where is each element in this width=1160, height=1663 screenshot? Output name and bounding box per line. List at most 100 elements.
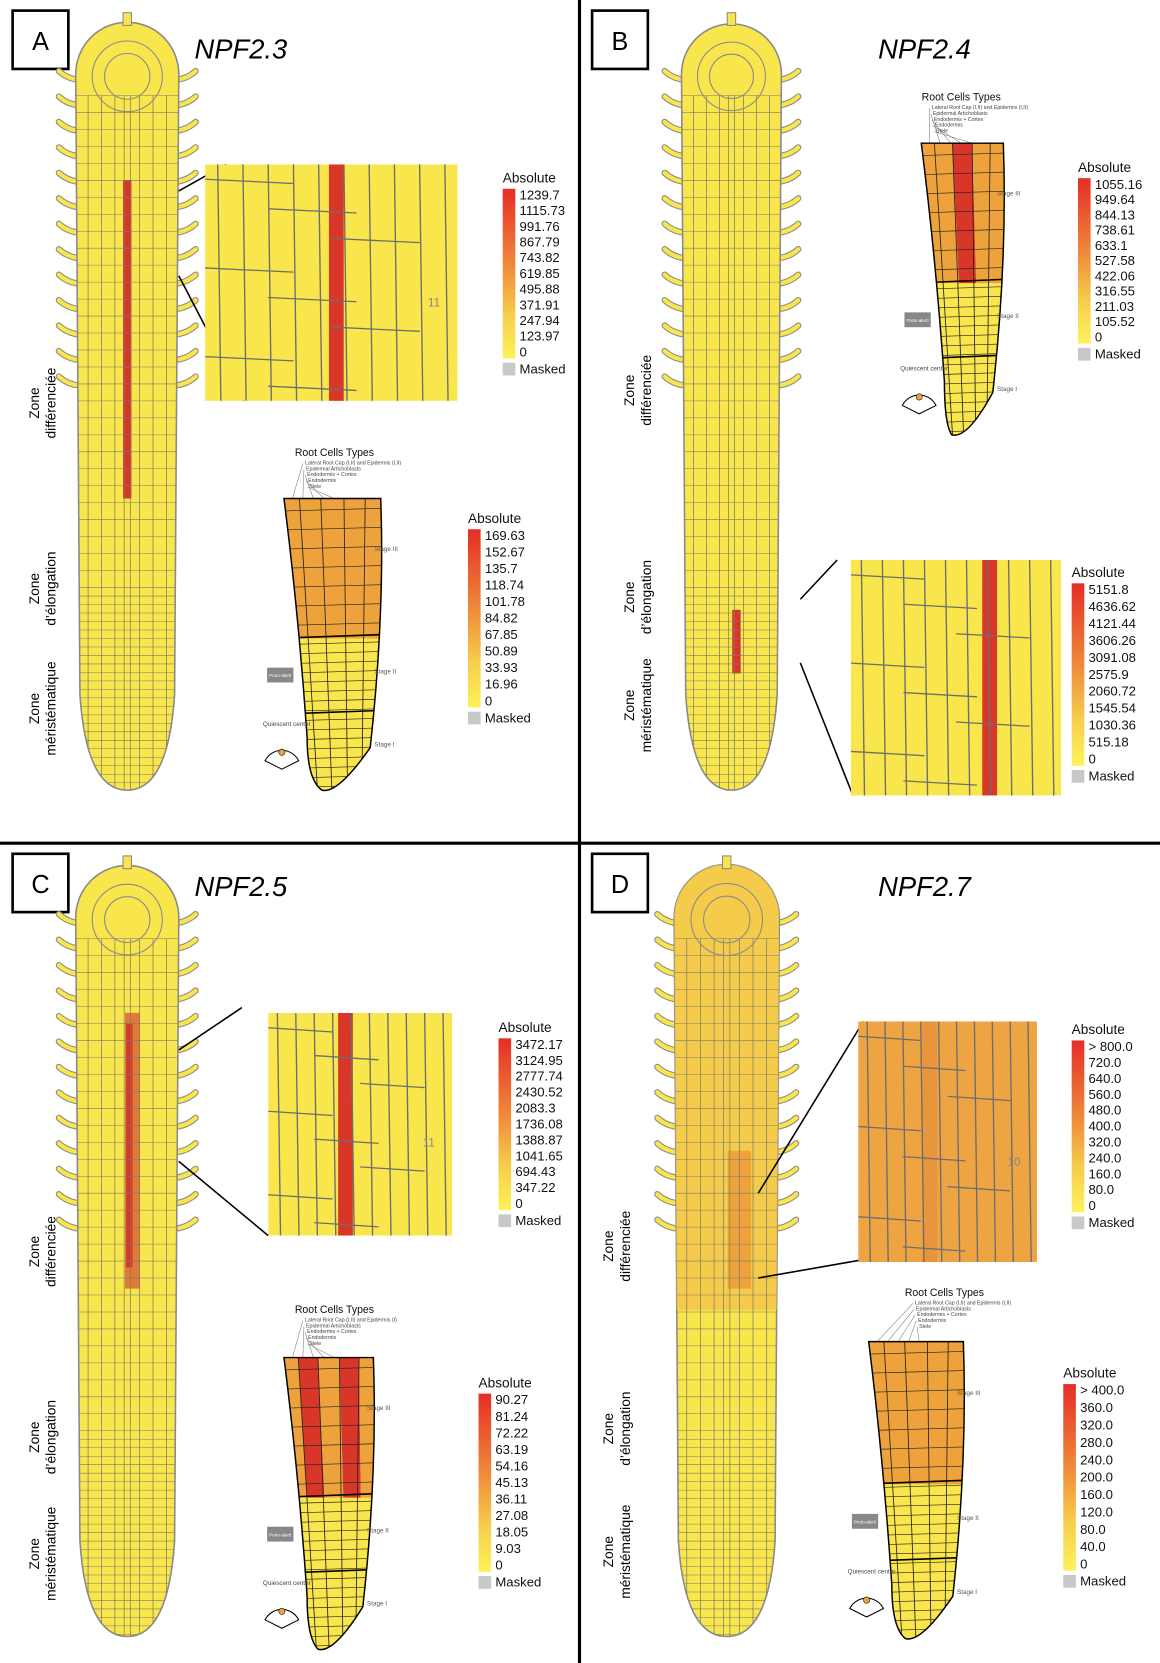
root-hair — [777, 1064, 799, 1078]
root-hair — [56, 247, 78, 260]
diagram-outline — [283, 497, 383, 792]
cell-wall — [868, 1350, 965, 1355]
cell-type-label: Lateral Root Cap (I,II) and Epidermis (I… — [305, 461, 401, 467]
masked-swatch — [1071, 769, 1085, 783]
legend-label: 63.19 — [495, 1442, 528, 1457]
root-hair — [56, 374, 78, 388]
root-hair — [56, 221, 78, 235]
root-cap — [91, 883, 163, 956]
root-hair — [779, 221, 801, 235]
stage-region — [317, 1357, 344, 1498]
zoom-wall — [295, 1012, 300, 1236]
legend-title: Absolute — [1078, 160, 1132, 175]
legend-label: 27.08 — [495, 1508, 528, 1523]
proto-box — [267, 1526, 294, 1542]
root-hair — [777, 937, 799, 951]
zoom-wall — [902, 1021, 907, 1263]
root-hair — [779, 170, 801, 184]
zoom-wall — [368, 1012, 374, 1236]
cell-wall — [317, 1357, 330, 1650]
panel-letter-box — [11, 852, 70, 914]
root-hair — [56, 170, 78, 184]
zoom-wall — [217, 164, 222, 401]
root-hair — [176, 374, 198, 388]
cell-wall — [343, 498, 348, 791]
zoom-wall — [850, 574, 925, 580]
proto-label: Proto-alert! — [269, 1532, 291, 1537]
root-hair — [56, 119, 78, 133]
cell-wall — [283, 564, 382, 569]
root-hair — [176, 94, 198, 108]
panel-letter-box — [11, 9, 70, 71]
root-hair — [655, 963, 677, 976]
proto-label: Proto-alert! — [269, 673, 291, 678]
cell-type-label: Stele — [309, 1341, 321, 1347]
cell-type-leader — [908, 1320, 917, 1342]
expression-stripe — [126, 1023, 133, 1268]
zoom-wall — [973, 1021, 979, 1263]
legend-label: 738.61 — [1095, 223, 1135, 238]
legend-label: 33.93 — [485, 660, 518, 675]
stage-label: Stage II — [374, 668, 396, 675]
cell-type-leader — [930, 113, 941, 144]
zone-label: Zone — [27, 573, 42, 605]
zoom-wall — [267, 164, 273, 401]
qc-icon — [264, 749, 300, 770]
zoom-wall — [858, 1216, 921, 1222]
stage-region — [365, 498, 381, 639]
zoom-number: 11 — [423, 1136, 435, 1149]
zoom-wall — [331, 1012, 337, 1236]
cell-wall — [944, 1341, 949, 1639]
legend-label: 120.0 — [1080, 1504, 1113, 1519]
root-hair — [662, 94, 684, 108]
zoom-wall — [268, 1110, 333, 1117]
legend-label: 1115.73 — [520, 203, 566, 218]
cell-type-label: Lateral Root Cap (I,II) and Epidermis (I… — [915, 1301, 1011, 1307]
zoom-wall — [881, 559, 887, 796]
legend-label: 84.82 — [485, 611, 518, 626]
cell-type-leader — [305, 480, 325, 499]
zoom-bg — [850, 559, 1062, 796]
proto-box — [267, 667, 294, 683]
qc-icon — [849, 1597, 885, 1618]
root-hair — [779, 196, 801, 209]
zoom-wall — [850, 662, 925, 669]
root-hair — [176, 247, 198, 260]
masked-swatch — [502, 362, 516, 376]
root-hair — [176, 963, 198, 976]
zoom-wall — [955, 633, 1030, 639]
root-hair — [176, 145, 198, 159]
legend-label: 633.1 — [1095, 238, 1128, 253]
legend-label: 240.0 — [1089, 1150, 1122, 1165]
root-hair — [777, 1115, 799, 1129]
root-tip-stem — [122, 12, 132, 26]
zoom-wall — [944, 559, 950, 796]
legend-label: 480.0 — [1089, 1103, 1122, 1118]
zoom-stripe — [922, 1021, 938, 1263]
cell-wall — [921, 171, 1005, 176]
zone-label: différenciée — [618, 1210, 633, 1281]
root-tip-stem — [122, 855, 132, 870]
legend-label: 72.22 — [495, 1425, 528, 1440]
root-tip-stem — [726, 12, 737, 26]
legend-label: 1055.16 — [1095, 177, 1142, 192]
root-cap — [708, 53, 754, 100]
cell-type-leader — [887, 1309, 915, 1342]
root-cap — [91, 40, 163, 113]
root-hair — [655, 937, 677, 951]
root-cap — [703, 895, 751, 944]
root-hair — [56, 1141, 78, 1154]
zone-label: méristématique — [639, 658, 654, 753]
root-hair — [655, 1166, 677, 1180]
legend-label: 40.0 — [1080, 1539, 1106, 1554]
zoom-inset — [205, 164, 458, 401]
zoom-connector — [799, 559, 838, 600]
zoom-wall — [1007, 559, 1013, 796]
zoom-wall — [268, 208, 357, 214]
cell-type-leader — [306, 486, 335, 499]
root-cap — [104, 896, 151, 943]
cell-type-label: Endodermis — [308, 478, 336, 484]
qc-label: Quiescent center — [263, 721, 311, 728]
zoom-wall — [850, 750, 925, 757]
